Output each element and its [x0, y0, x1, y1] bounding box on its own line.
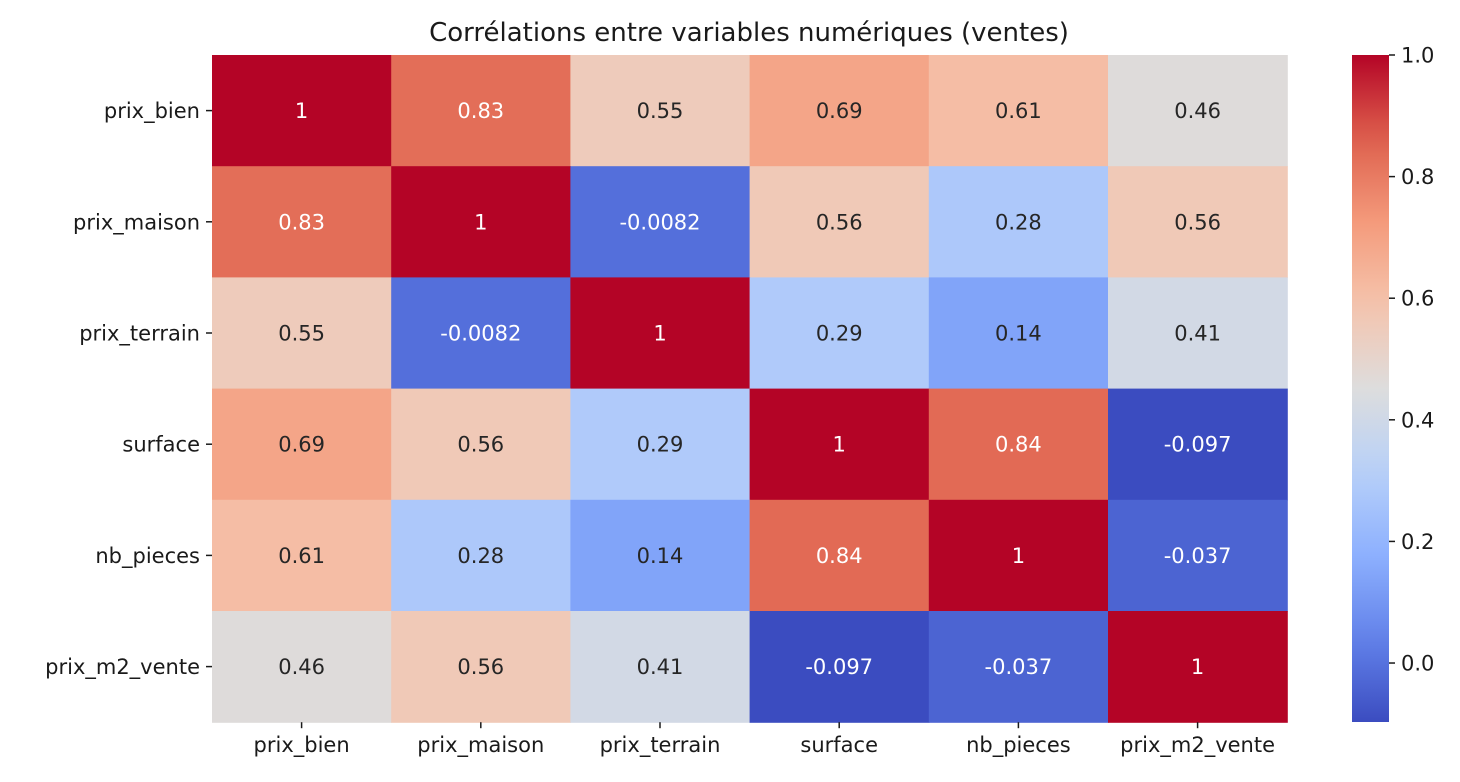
cell-value-label: 0.56 — [457, 433, 504, 457]
x-axis-tick-labels: prix_bien prix_maison prix_terrain surface n… — [254, 722, 1275, 758]
heatmap-cell — [212, 499, 392, 612]
cell-value-label: -0.097 — [1164, 433, 1232, 457]
heatmap-cell — [570, 611, 751, 723]
heatmap-cell — [391, 277, 571, 390]
heatmap-cell — [212, 611, 392, 723]
cell-value-label: 0.83 — [457, 99, 504, 123]
cell-value-label: 0.56 — [816, 210, 863, 234]
cell-value-label: 1 — [474, 210, 487, 234]
heatmap-cell — [1108, 499, 1288, 612]
heatmap-cell — [928, 277, 1109, 390]
cell-value-label: -0.0082 — [440, 322, 521, 346]
cell-value-label: 0.28 — [995, 210, 1042, 234]
heatmap-cell — [391, 611, 571, 723]
heatmap-cell — [1108, 166, 1288, 278]
heatmap-cell — [1108, 611, 1288, 723]
cell-value-label: 0.69 — [278, 433, 325, 457]
colorbar-tick-label: 0.0 — [1401, 652, 1434, 676]
heatmap-cell — [212, 55, 392, 167]
heatmap-cell — [749, 277, 930, 390]
cell-value-label: 0.55 — [278, 322, 325, 346]
cell-value-label: 1 — [1012, 544, 1025, 568]
colorbar-tick-label: 0.2 — [1401, 530, 1434, 554]
heatmap-cell — [749, 166, 930, 278]
cell-value-label: 0.29 — [637, 433, 684, 457]
cell-value-label: 0.41 — [1174, 322, 1221, 346]
cell-value-label: 0.61 — [995, 99, 1042, 123]
heatmap-cell — [570, 499, 751, 612]
x-tick-label: prix_m2_vente — [1120, 733, 1275, 758]
heatmap-cell — [928, 166, 1109, 278]
heatmap-cell — [212, 277, 392, 390]
cell-value-label: 0.46 — [1174, 99, 1221, 123]
cell-value-label: 1 — [833, 433, 846, 457]
cell-value-label: 1 — [1191, 655, 1204, 679]
heatmap-cell — [570, 166, 751, 278]
heatmap-cell — [1108, 388, 1288, 501]
heatmap-cell — [212, 166, 392, 278]
heatmap-cells: 1 0.83 0.55 0.69 0.61 0.46 0.83 1 -0.0082 0.56 0.2… — [212, 55, 1288, 723]
cell-value-label: 0.69 — [816, 99, 863, 123]
heatmap-cell — [928, 611, 1109, 723]
cell-value-label: 0.83 — [278, 210, 325, 234]
cell-value-label: 0.55 — [637, 99, 684, 123]
colorbar: 0.0 0.2 0.4 0.6 0.8 1.0 — [1352, 44, 1434, 722]
x-tick-label: prix_maison — [417, 733, 544, 758]
heatmap-cell — [391, 499, 571, 612]
colorbar-tick-label: 0.8 — [1401, 165, 1434, 189]
heatmap-cell — [1108, 55, 1288, 167]
heatmap-cell — [391, 388, 571, 501]
heatmap-cell — [749, 388, 930, 501]
heatmap-cell — [928, 499, 1109, 612]
cell-value-label: -0.037 — [1164, 544, 1232, 568]
x-tick-label: surface — [800, 733, 878, 757]
cell-value-label: 0.29 — [816, 322, 863, 346]
cell-value-label: -0.097 — [805, 655, 873, 679]
x-tick-label: prix_terrain — [600, 733, 721, 758]
heatmap-cell — [570, 277, 751, 390]
cell-value-label: 0.14 — [995, 322, 1042, 346]
cell-value-label: 0.46 — [278, 655, 325, 679]
cell-value-label: 0.61 — [278, 544, 325, 568]
cell-value-label: 0.56 — [1174, 210, 1221, 234]
cell-value-label: 1 — [653, 322, 666, 346]
x-tick-label: prix_bien — [254, 733, 350, 758]
cell-value-label: 0.28 — [457, 544, 504, 568]
heatmap-cell — [570, 55, 751, 167]
y-tick-label: prix_maison — [73, 210, 200, 235]
heatmap-cell — [570, 388, 751, 501]
cell-value-label: 0.56 — [457, 655, 504, 679]
heatmap-cell — [928, 388, 1109, 501]
cell-value-label: 0.14 — [637, 544, 684, 568]
colorbar-tick-label: 0.4 — [1401, 408, 1434, 432]
heatmap-cell — [391, 166, 571, 278]
colorbar-gradient — [1352, 55, 1389, 722]
colorbar-tick-label: 1.0 — [1401, 44, 1434, 68]
y-tick-label: prix_bien — [104, 99, 200, 124]
y-tick-label: nb_pieces — [95, 544, 200, 569]
colorbar-tick-label: 0.6 — [1401, 287, 1434, 311]
heatmap-cell — [212, 388, 392, 501]
y-tick-label: surface — [122, 433, 200, 457]
chart-title: Corrélations entre variables numériques … — [429, 18, 1069, 48]
cell-value-label: 0.84 — [995, 433, 1042, 457]
heatmap-cell — [749, 55, 930, 167]
cell-value-label: 0.41 — [637, 655, 684, 679]
heatmap-cell — [928, 55, 1109, 167]
y-tick-label: prix_m2_vente — [45, 655, 200, 680]
heatmap-cell — [749, 611, 930, 723]
x-tick-label: nb_pieces — [966, 733, 1071, 758]
y-tick-label: prix_terrain — [79, 322, 200, 347]
heatmap-cell — [391, 55, 571, 167]
cell-value-label: 0.84 — [816, 544, 863, 568]
heatmap-cell — [1108, 277, 1288, 390]
cell-value-label: 1 — [295, 99, 308, 123]
cell-value-label: -0.037 — [985, 655, 1053, 679]
cell-value-label: -0.0082 — [619, 210, 700, 234]
heatmap-cell — [749, 499, 930, 612]
